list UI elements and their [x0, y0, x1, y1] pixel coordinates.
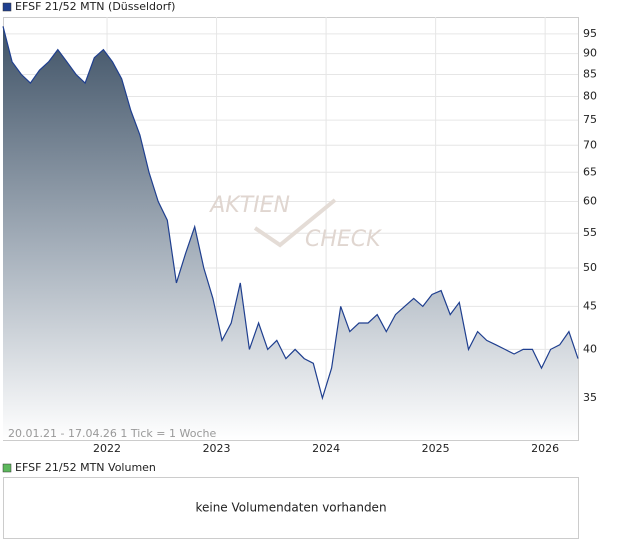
volume-frame — [3, 477, 579, 539]
y-tick-label: 80 — [583, 90, 597, 103]
legend-label: EFSF 21/52 MTN (Düsseldorf) — [15, 0, 175, 13]
y-tick-label: 95 — [583, 27, 597, 40]
footnote: 20.01.21 - 17.04.26 1 Tick = 1 Woche — [8, 427, 216, 440]
y-tick-label: 60 — [583, 194, 597, 207]
legend-swatch — [2, 463, 12, 473]
y-tick-label: 45 — [583, 299, 597, 312]
y-tick-label: 85 — [583, 67, 597, 80]
x-tick-label: 2025 — [422, 442, 450, 455]
watermark-check — [253, 198, 337, 248]
y-tick-label: 90 — [583, 47, 597, 60]
y-tick-label: 50 — [583, 261, 597, 274]
y-tick-label: 40 — [583, 342, 597, 355]
legend-swatch — [2, 2, 12, 12]
area — [3, 26, 578, 441]
line — [2, 26, 579, 401]
y-tick-label: 35 — [583, 391, 597, 404]
watermark: CHECK — [305, 227, 382, 252]
watermark: AKTIEN — [208, 193, 290, 218]
x-tick-label: 2022 — [93, 442, 121, 455]
y-tick-label: 75 — [583, 113, 597, 126]
volume-message: keine Volumendaten vorhanden — [195, 501, 386, 515]
x-tick-label: 2026 — [531, 442, 559, 455]
y-tick-label: 55 — [583, 226, 597, 239]
y-tick-label: 65 — [583, 165, 597, 178]
legend-label: EFSF 21/52 MTN Volumen — [15, 461, 156, 474]
x-tick-label: 2023 — [203, 442, 231, 455]
y-tick-label: 70 — [583, 138, 597, 151]
x-tick-label: 2024 — [312, 442, 340, 455]
